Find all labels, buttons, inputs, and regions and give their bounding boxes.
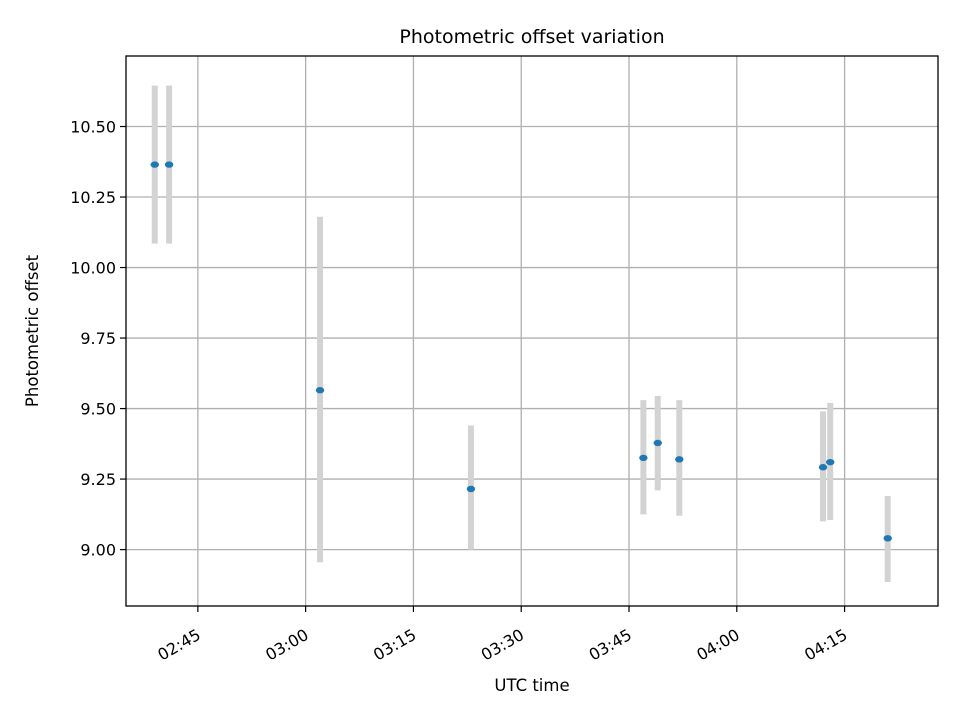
y-tick-label: 10.00 [70, 259, 116, 278]
data-point [653, 439, 662, 447]
y-axis: 9.00 9.25 9.50 9.75 10.00 10.25 10.50 [70, 118, 126, 560]
data-point [466, 485, 476, 493]
data-point [315, 387, 325, 394]
x-axis-label: UTC time [494, 676, 569, 695]
chart-title: Photometric offset variation [399, 26, 664, 48]
plot-frame [125, 55, 939, 607]
y-tick-label: 9.50 [80, 400, 116, 419]
data-point [883, 535, 892, 542]
data-point [164, 161, 174, 168]
data-points [150, 161, 892, 542]
data-point [675, 456, 684, 463]
grid-lines [126, 56, 938, 606]
y-tick-label: 10.50 [70, 118, 116, 137]
y-tick-label: 9.00 [80, 541, 116, 560]
data-point [639, 454, 648, 462]
y-tick-label: 10.25 [70, 188, 116, 207]
y-axis-label: Photometric offset [23, 254, 42, 407]
data-point [826, 458, 835, 466]
data-point [150, 161, 159, 168]
data-point [818, 464, 828, 471]
y-tick-label: 9.25 [80, 470, 116, 489]
y-tick-label: 9.75 [80, 329, 116, 348]
